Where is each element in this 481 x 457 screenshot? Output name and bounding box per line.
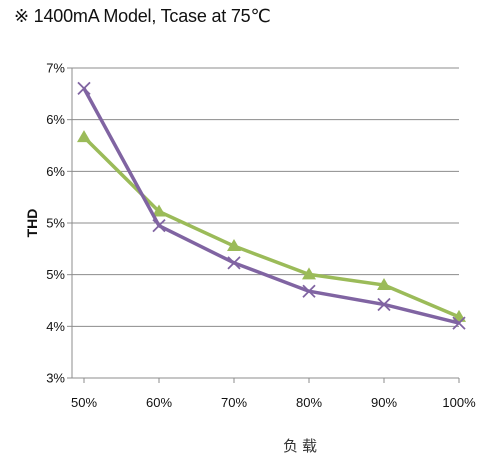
y-tick-label: 5% bbox=[46, 267, 65, 282]
x-tick-label: 50% bbox=[71, 395, 97, 410]
gridlines bbox=[72, 67, 459, 379]
y-axis-ticks: 3% 4% 5% 5% 6% 6% 7% bbox=[46, 61, 72, 386]
series-line-1 bbox=[82, 135, 460, 319]
data-point-triangle bbox=[227, 239, 241, 252]
x-tick-label: 80% bbox=[296, 395, 322, 410]
data-point-triangle bbox=[77, 130, 91, 143]
x-axis-label: 负载 bbox=[283, 437, 321, 455]
axes bbox=[71, 68, 459, 379]
y-tick-label: 6% bbox=[46, 112, 65, 127]
data-point-x bbox=[377, 297, 391, 312]
data-point-x bbox=[152, 219, 166, 233]
y-axis-label: THD bbox=[24, 209, 40, 238]
x-tick-label: 60% bbox=[146, 395, 172, 410]
series-line-2 bbox=[82, 87, 460, 325]
data-point-triangle bbox=[152, 204, 166, 217]
data-point-triangle bbox=[302, 267, 316, 280]
x-tick-label: 90% bbox=[371, 395, 397, 410]
x-tick-label: 70% bbox=[221, 395, 247, 410]
y-tick-label: 6% bbox=[46, 164, 65, 179]
data-point-x bbox=[302, 284, 316, 298]
y-tick-label: 3% bbox=[46, 371, 65, 386]
series bbox=[77, 81, 466, 330]
x-axis-ticks: 50% 60% 70% 80% 90% 100% bbox=[71, 378, 476, 410]
data-point-x bbox=[227, 256, 241, 270]
chart-title: ※ 1400mA Model, Tcase at 75℃ bbox=[14, 6, 271, 26]
y-tick-label: 5% bbox=[46, 216, 65, 231]
data-point-triangle bbox=[377, 278, 391, 290]
data-point-x bbox=[452, 316, 466, 330]
y-tick-label: 4% bbox=[46, 319, 65, 334]
y-tick-label: 7% bbox=[46, 61, 65, 76]
x-tick-label: 100% bbox=[442, 395, 476, 410]
data-point-x bbox=[77, 81, 91, 96]
